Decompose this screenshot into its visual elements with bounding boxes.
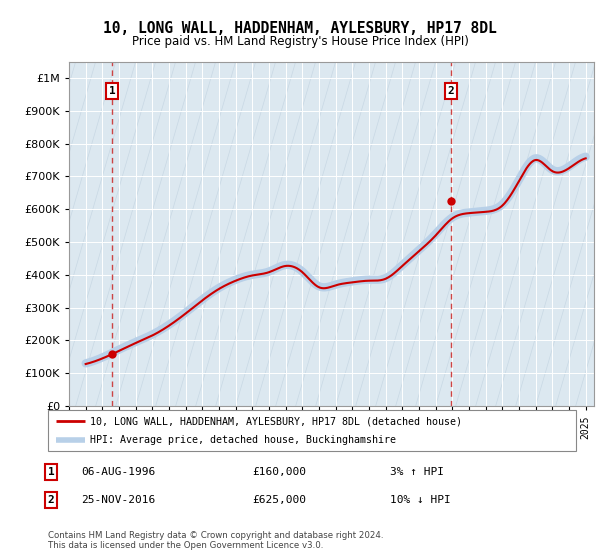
Text: 2: 2: [47, 495, 55, 505]
Text: 1: 1: [47, 467, 55, 477]
Text: Price paid vs. HM Land Registry's House Price Index (HPI): Price paid vs. HM Land Registry's House …: [131, 35, 469, 48]
Text: 10% ↓ HPI: 10% ↓ HPI: [390, 495, 451, 505]
Text: 10, LONG WALL, HADDENHAM, AYLESBURY, HP17 8DL: 10, LONG WALL, HADDENHAM, AYLESBURY, HP1…: [103, 21, 497, 36]
Text: £625,000: £625,000: [252, 495, 306, 505]
Text: 10, LONG WALL, HADDENHAM, AYLESBURY, HP17 8DL (detached house): 10, LONG WALL, HADDENHAM, AYLESBURY, HP1…: [90, 417, 462, 426]
Text: Contains HM Land Registry data © Crown copyright and database right 2024.
This d: Contains HM Land Registry data © Crown c…: [48, 530, 383, 550]
Text: 25-NOV-2016: 25-NOV-2016: [81, 495, 155, 505]
Text: £160,000: £160,000: [252, 467, 306, 477]
Text: HPI: Average price, detached house, Buckinghamshire: HPI: Average price, detached house, Buck…: [90, 435, 396, 445]
Text: 3% ↑ HPI: 3% ↑ HPI: [390, 467, 444, 477]
FancyBboxPatch shape: [48, 410, 576, 451]
Text: 2: 2: [447, 86, 454, 96]
Text: 06-AUG-1996: 06-AUG-1996: [81, 467, 155, 477]
Text: 1: 1: [109, 86, 116, 96]
